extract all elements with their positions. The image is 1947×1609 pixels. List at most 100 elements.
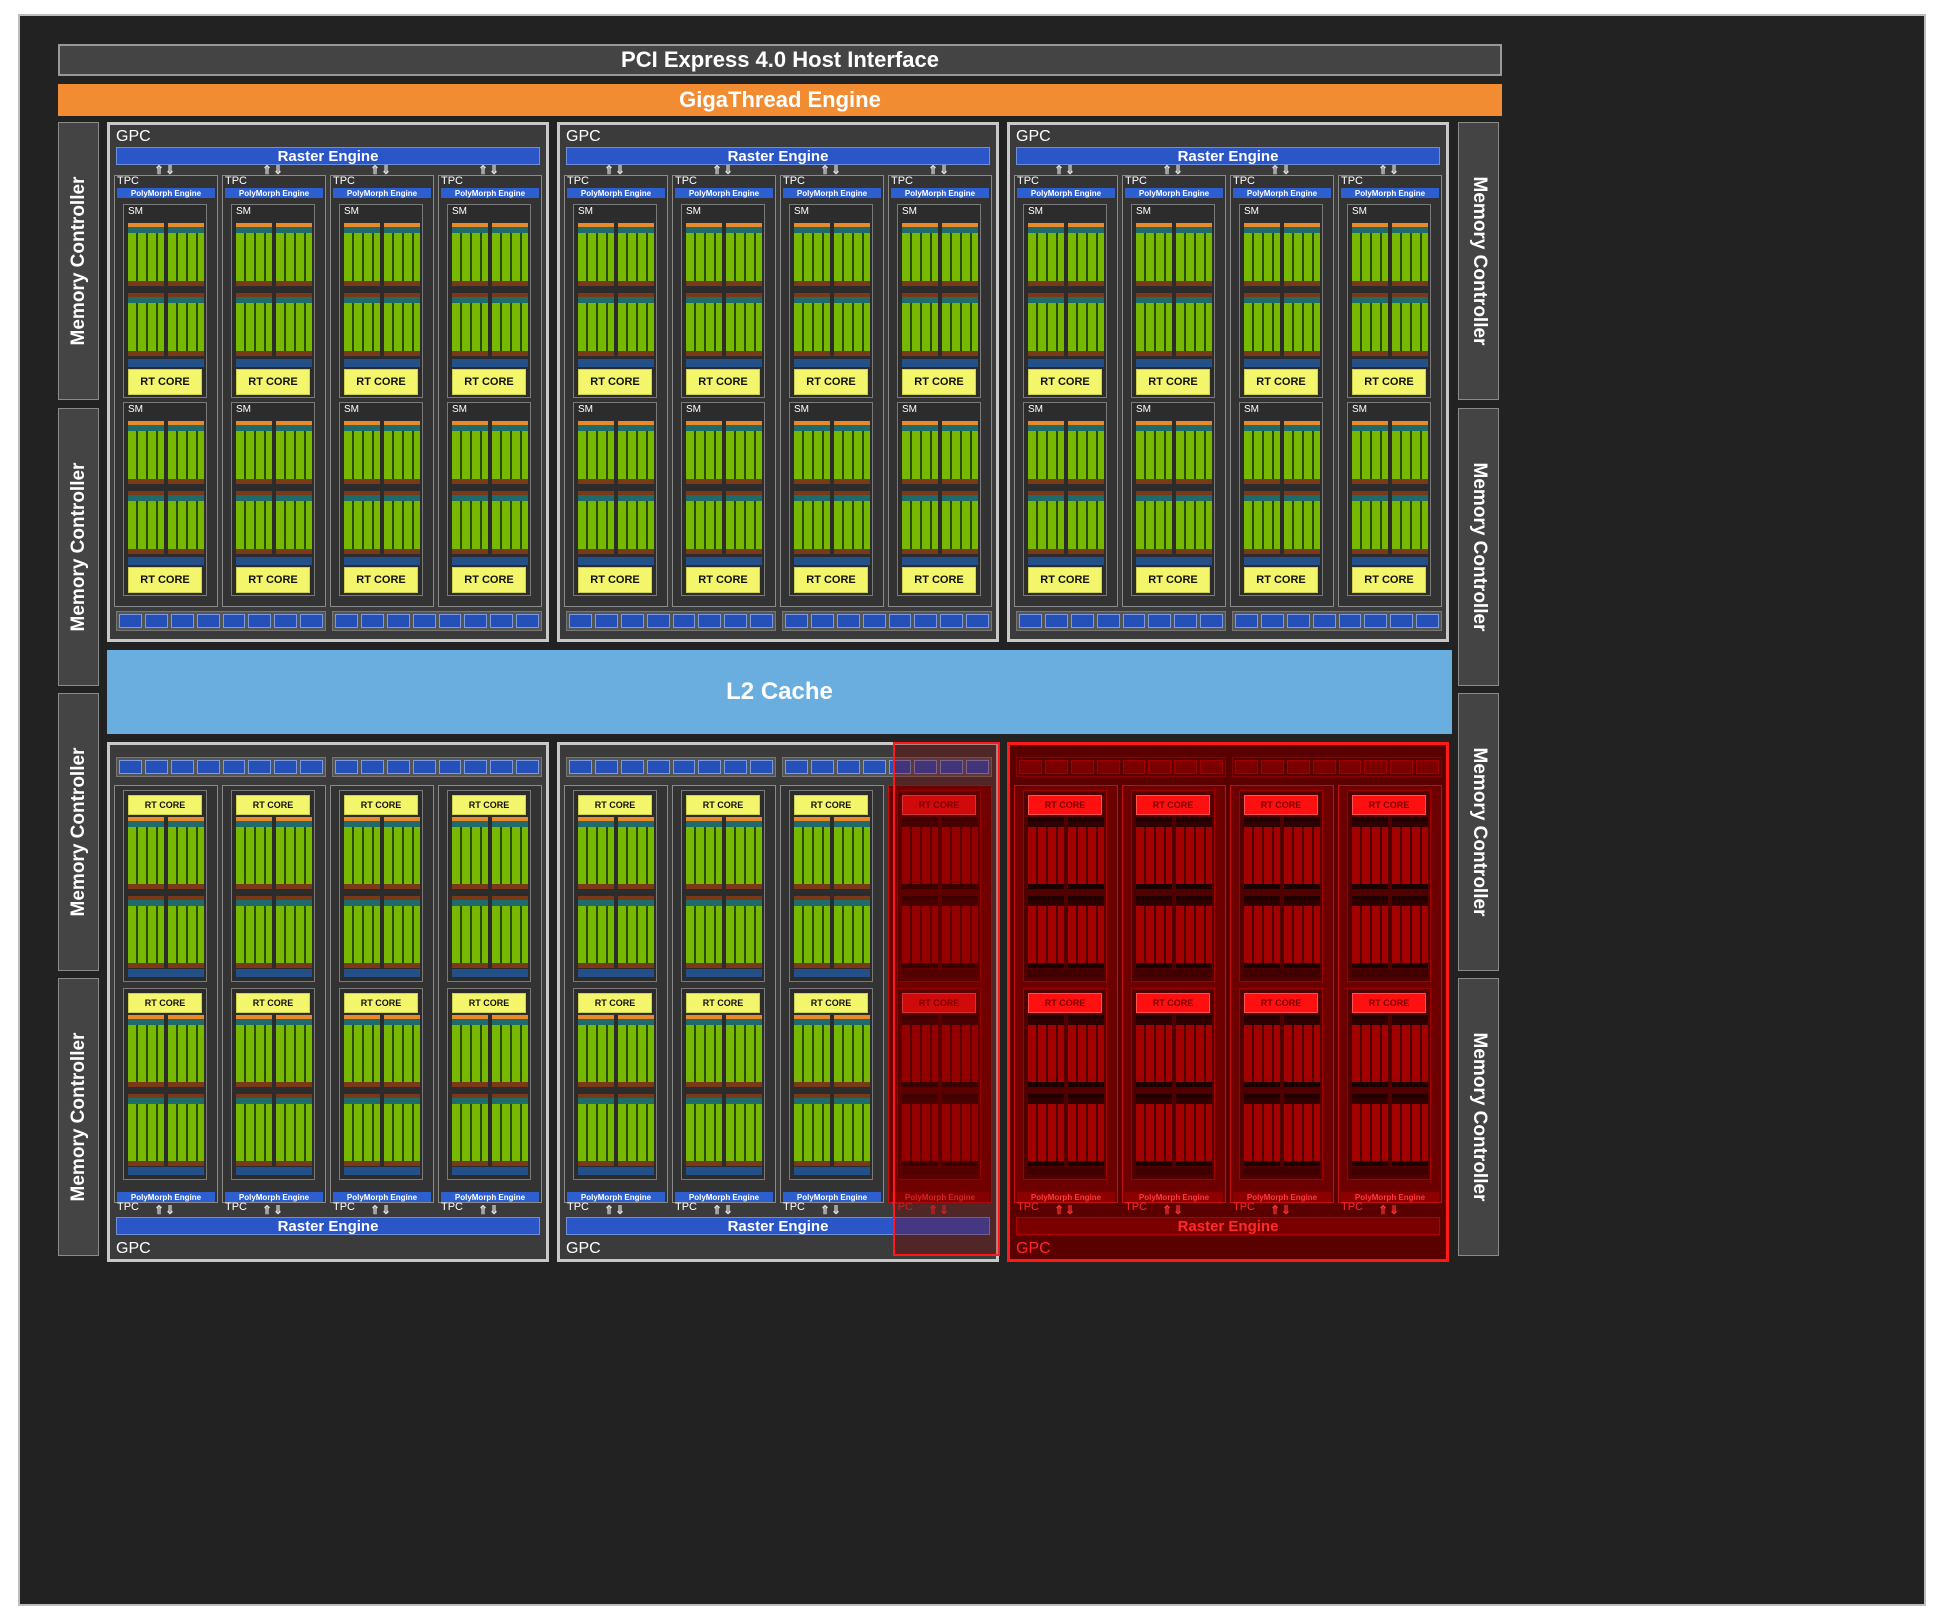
sm-partition-footer bbox=[128, 1082, 164, 1087]
cuda-core-block bbox=[942, 431, 978, 479]
cuda-core-block bbox=[686, 303, 722, 351]
cuda-core-block bbox=[618, 1025, 654, 1082]
sm-partition-header bbox=[1352, 896, 1388, 900]
cuda-core-block bbox=[834, 233, 870, 281]
texture-unit bbox=[862, 760, 886, 774]
cuda-core-block bbox=[492, 431, 528, 479]
cuda-core-block bbox=[452, 1104, 488, 1161]
cuda-core-block bbox=[384, 1104, 420, 1161]
sm-l1-cache bbox=[1352, 557, 1428, 565]
sm-l1-cache bbox=[1352, 969, 1428, 977]
sm-partition-footer bbox=[384, 549, 420, 554]
texture-unit bbox=[248, 614, 272, 628]
sm-partition-header bbox=[1244, 223, 1280, 227]
cuda-core-block bbox=[452, 827, 488, 884]
sm-partition-footer bbox=[1176, 351, 1212, 356]
sm-partition-scheduler bbox=[276, 821, 312, 827]
tpc-label: TPC bbox=[225, 1201, 247, 1213]
sm-partition-header bbox=[1284, 421, 1320, 425]
sm-partition-scheduler bbox=[1244, 900, 1280, 906]
sm-partition-footer bbox=[1176, 281, 1212, 286]
sm-partition-scheduler bbox=[1176, 1098, 1212, 1104]
cuda-core-block bbox=[902, 1025, 938, 1082]
sm-partition-footer bbox=[384, 1082, 420, 1087]
sm-partition-header bbox=[1176, 223, 1212, 227]
sm-partition-footer bbox=[344, 351, 380, 356]
cuda-core-block bbox=[834, 906, 870, 963]
sm-partition-footer bbox=[1284, 1161, 1320, 1166]
sm-partition-footer bbox=[942, 281, 978, 286]
rt-core: RT CORE bbox=[902, 369, 976, 395]
tpc-arrows-icon: ⇑⇓ bbox=[712, 1203, 735, 1217]
sm-partition-header bbox=[1244, 1094, 1280, 1098]
sm-partition-footer bbox=[128, 281, 164, 286]
texture-unit bbox=[750, 760, 773, 774]
sm-partition-header bbox=[1284, 896, 1320, 900]
sm-partition-footer bbox=[618, 549, 654, 554]
sm-partition-footer bbox=[1284, 351, 1320, 356]
cuda-core-block bbox=[1176, 906, 1212, 963]
texture-unit bbox=[1070, 614, 1094, 628]
sm-partition-footer bbox=[1352, 549, 1388, 554]
sm-partition-footer bbox=[168, 281, 204, 286]
sm-partition-scheduler bbox=[344, 1019, 380, 1025]
cuda-core-block bbox=[1284, 501, 1320, 549]
sm-partition-scheduler bbox=[492, 495, 528, 501]
rt-core: RT CORE bbox=[344, 993, 418, 1013]
sm-l1-cache bbox=[902, 359, 978, 367]
texture-unit-row bbox=[1232, 611, 1442, 631]
texture-unit bbox=[569, 614, 592, 628]
texture-unit bbox=[888, 614, 912, 628]
sm-partition-scheduler bbox=[578, 495, 614, 501]
sm-l1-cache bbox=[794, 557, 870, 565]
cuda-core-block bbox=[1136, 827, 1172, 884]
cuda-core-block bbox=[128, 431, 164, 479]
sm-label: SM bbox=[1352, 206, 1367, 217]
sm-partition-header bbox=[942, 491, 978, 495]
cuda-core-block bbox=[236, 233, 272, 281]
memory-controller-label: Memory Controller bbox=[1468, 1032, 1490, 1202]
sm-partition-footer bbox=[618, 1082, 654, 1087]
tpc-label: TPC bbox=[333, 1201, 355, 1213]
raster-engine: Raster Engine bbox=[1016, 1217, 1440, 1235]
sm-partition-scheduler bbox=[384, 495, 420, 501]
cuda-core-block bbox=[794, 233, 830, 281]
sm-partition-scheduler bbox=[794, 425, 830, 431]
texture-unit bbox=[386, 614, 410, 628]
sm-partition-scheduler bbox=[1136, 821, 1172, 827]
sm-partition-footer bbox=[1244, 1082, 1280, 1087]
rt-core: RT CORE bbox=[686, 993, 760, 1013]
sm-partition-header bbox=[1176, 1015, 1212, 1019]
cuda-core-block bbox=[1176, 827, 1212, 884]
sm-partition-scheduler bbox=[276, 425, 312, 431]
cuda-core-block bbox=[452, 233, 488, 281]
texture-unit bbox=[724, 614, 748, 628]
sm-partition-header bbox=[1136, 421, 1172, 425]
sm-partition-scheduler bbox=[1284, 495, 1320, 501]
sm-partition-footer bbox=[384, 281, 420, 286]
sm-partition-scheduler bbox=[168, 1098, 204, 1104]
cuda-core-block bbox=[1244, 431, 1280, 479]
sm-partition-header bbox=[128, 1015, 164, 1019]
rt-core: RT CORE bbox=[1352, 993, 1426, 1013]
memory-controller-left-1: Memory Controller bbox=[58, 122, 99, 400]
sm-partition-footer bbox=[1352, 281, 1388, 286]
sm-3-1: SM RT CORE bbox=[789, 204, 873, 398]
cuda-core-block bbox=[578, 431, 614, 479]
sm-partition-footer bbox=[942, 1161, 978, 1166]
tpc-label: TPC bbox=[333, 175, 355, 187]
cuda-core-block bbox=[834, 501, 870, 549]
sm-l1-cache bbox=[902, 1167, 978, 1175]
sm-partition-header bbox=[452, 421, 488, 425]
rt-core: RT CORE bbox=[1136, 369, 1210, 395]
tpc-arrows-icon: ⇑⇓ bbox=[604, 163, 627, 177]
sm-partition-footer bbox=[1392, 884, 1428, 889]
sm-partition-header bbox=[492, 293, 528, 297]
sm-partition-header bbox=[726, 421, 762, 425]
